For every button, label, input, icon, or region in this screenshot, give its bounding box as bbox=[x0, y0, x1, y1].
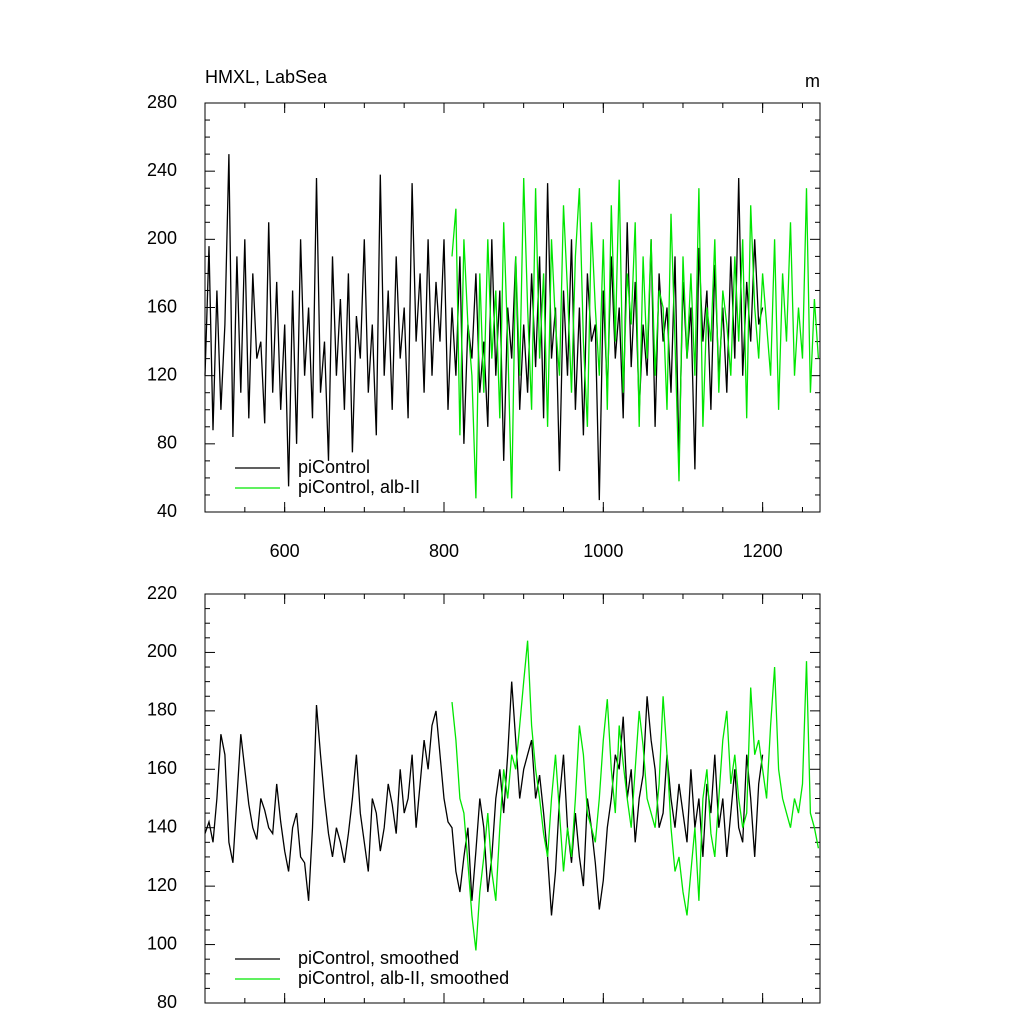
y-tick-label: 80 bbox=[157, 992, 177, 1012]
y-tick-label: 160 bbox=[147, 758, 177, 778]
series-line bbox=[451, 177, 820, 499]
y-tick-label: 40 bbox=[157, 501, 177, 521]
y-tick-label: 180 bbox=[147, 700, 177, 720]
y-tick-label: 160 bbox=[147, 296, 177, 316]
series-line bbox=[204, 154, 764, 501]
units-label: m bbox=[805, 71, 820, 91]
y-tick-label: 120 bbox=[147, 875, 177, 895]
legend-label: piControl, smoothed bbox=[298, 948, 459, 968]
legend-label: piControl, alb-II bbox=[298, 477, 420, 497]
chart-title: HMXL, LabSea bbox=[205, 67, 328, 87]
x-tick-label: 1200 bbox=[743, 541, 783, 561]
y-tick-label: 200 bbox=[147, 641, 177, 661]
y-tick-label: 120 bbox=[147, 364, 177, 384]
plot-frame bbox=[204, 593, 821, 1004]
x-tick-label: 800 bbox=[429, 541, 459, 561]
y-tick-label: 240 bbox=[147, 160, 177, 180]
x-tick-label: 600 bbox=[270, 541, 300, 561]
y-tick-label: 140 bbox=[147, 816, 177, 836]
legend-label: piControl bbox=[298, 457, 370, 477]
y-tick-label: 220 bbox=[147, 583, 177, 603]
y-tick-label: 200 bbox=[147, 228, 177, 248]
y-tick-label: 80 bbox=[157, 433, 177, 453]
legend-label: piControl, alb-II, smoothed bbox=[298, 968, 509, 988]
series-line bbox=[204, 681, 764, 916]
series-line bbox=[451, 640, 820, 951]
y-tick-label: 280 bbox=[147, 92, 177, 112]
y-tick-label: 100 bbox=[147, 933, 177, 953]
x-tick-label: 1000 bbox=[583, 541, 623, 561]
